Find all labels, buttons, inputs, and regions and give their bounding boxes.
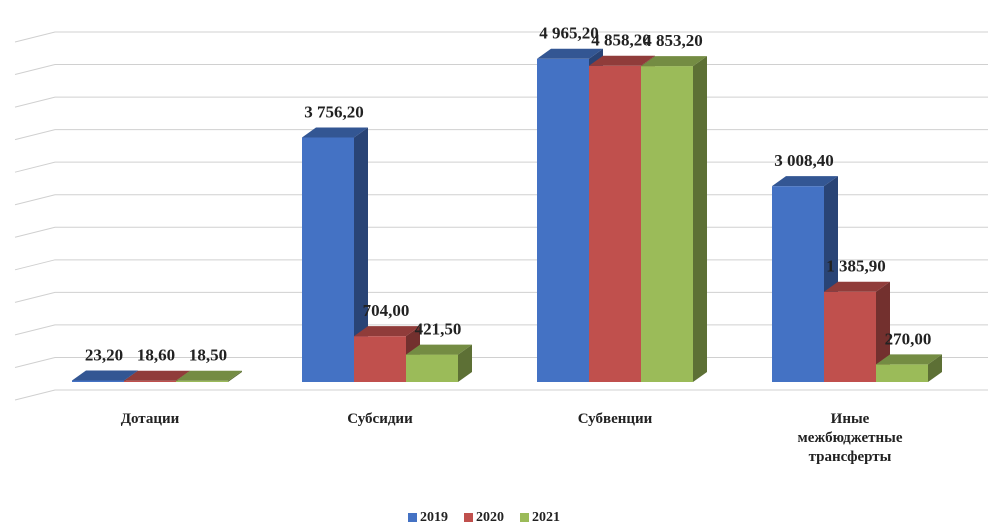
legend-label: 2019 [420, 510, 448, 525]
legend-swatch [464, 513, 473, 522]
bar [354, 336, 406, 382]
value-label: 18,60 [137, 346, 175, 365]
bar-top [537, 48, 603, 59]
bar-top [824, 281, 890, 292]
bar-top [406, 344, 472, 355]
bar-side [928, 354, 942, 382]
value-label: 704,00 [363, 301, 410, 320]
legend-swatch [520, 513, 529, 522]
bar-top [354, 326, 420, 337]
x-tick-label: Дотации [120, 411, 180, 427]
x-tick-label: Субвенции [577, 411, 653, 427]
bar-side [693, 56, 707, 382]
bar [641, 66, 693, 382]
grid-line [14, 129, 988, 141]
bar-top [589, 55, 655, 66]
value-label: 4 853,20 [643, 31, 703, 50]
value-label: 3 008,40 [774, 151, 834, 170]
grid-line [14, 31, 988, 43]
value-label: 421,50 [415, 319, 462, 338]
bar-top [176, 370, 242, 381]
bar [876, 364, 928, 382]
bar [772, 186, 824, 382]
bar-side [228, 370, 242, 382]
bar-side [458, 344, 472, 382]
bar [824, 291, 876, 382]
bar [589, 65, 641, 383]
grid-line [14, 389, 988, 401]
value-label: 23,20 [85, 345, 123, 364]
bar [72, 380, 124, 382]
value-label: 18,50 [189, 346, 227, 365]
bar [124, 380, 176, 382]
bar [537, 58, 589, 383]
bar [176, 380, 228, 382]
bar-top [124, 370, 190, 381]
bar [302, 137, 354, 382]
grid-line [14, 96, 988, 108]
legend-label: 2020 [476, 510, 504, 525]
grid-line [14, 226, 988, 238]
x-tick-label: Иные межбюджетные трансферты [797, 411, 903, 465]
bar-top [876, 354, 942, 365]
bar-top [302, 127, 368, 138]
value-label: 4 858,20 [591, 31, 651, 50]
x-tick-label: Субсидии [347, 411, 413, 427]
grid-line [14, 64, 988, 76]
legend-swatch [408, 513, 417, 522]
bar-top [641, 56, 707, 67]
legend-label: 2021 [532, 510, 560, 525]
grid-line [14, 194, 988, 206]
value-label: 1 385,90 [826, 257, 886, 276]
value-label: 4 965,20 [539, 24, 599, 43]
value-label: 3 756,20 [304, 102, 364, 121]
value-label: 270,00 [885, 329, 932, 348]
bar-top [772, 176, 838, 187]
bar [406, 354, 458, 382]
bar-top [72, 370, 138, 381]
grid-line [14, 161, 988, 173]
bar-side [354, 127, 368, 382]
